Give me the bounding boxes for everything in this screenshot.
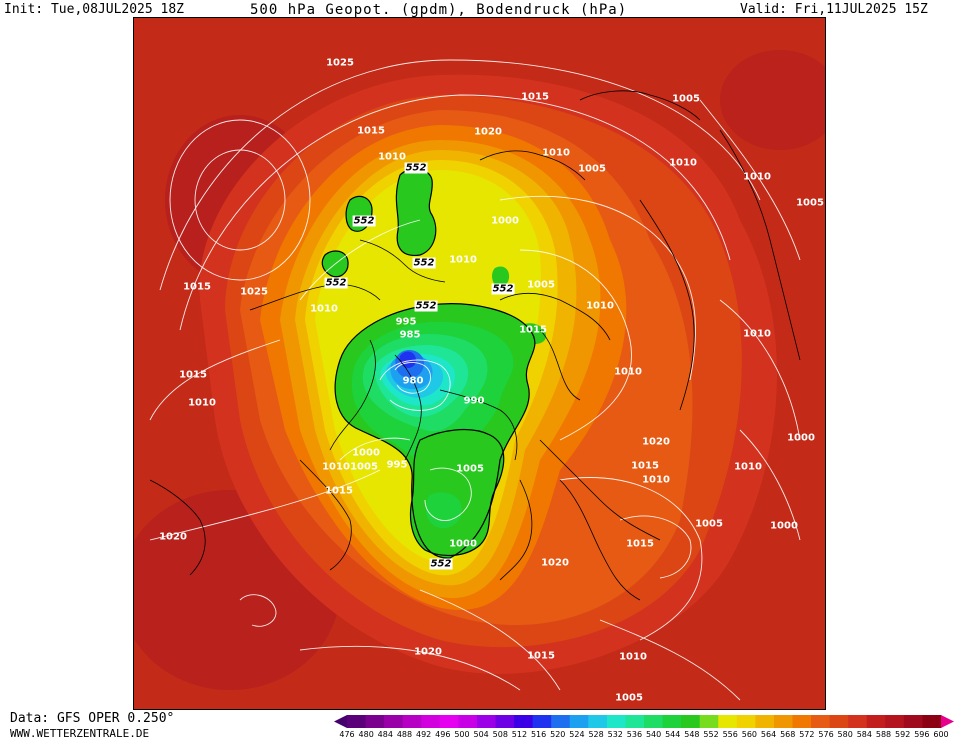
colorbar-tick-label: 564 <box>760 730 777 739</box>
colorbar-swatch <box>866 715 886 728</box>
colorbar-swatch <box>588 715 608 728</box>
colorbar-tick-label: 544 <box>665 730 681 739</box>
colorbar-swatch <box>885 715 905 728</box>
coastlines <box>149 90 801 601</box>
website-label: WWW.WETTERZENTRALE.DE <box>10 727 150 740</box>
colorbar-tick-label: 568 <box>780 730 796 739</box>
colorbar-swatch <box>792 715 812 728</box>
chart-title: 500 hPa Geopot. (gpdm), Bodendruck (hPa) <box>250 2 628 18</box>
colorbar-swatch <box>699 715 719 728</box>
colorbar-swatch <box>681 715 701 728</box>
colorbar-tick-label: 592 <box>895 730 911 739</box>
data-source-label: Data: GFS OPER 0.250° <box>10 711 175 726</box>
colorbar-tick-label: 556 <box>722 730 738 739</box>
colorbar-tick-label: 496 <box>435 730 451 739</box>
colorbar-tick-label: 512 <box>511 730 528 739</box>
colorbar-swatch <box>402 715 422 728</box>
colorbar-swatch <box>384 715 404 728</box>
field-band-552-island-4 <box>492 266 510 288</box>
contour-552-island-3 <box>321 250 349 278</box>
colorbar-tick-label: 480 <box>358 730 374 739</box>
valid-time-label: Valid: Fri,11JUL2025 15Z <box>740 2 928 17</box>
colorbar-swatch <box>922 715 942 728</box>
colorbar-tick-label: 528 <box>588 730 604 739</box>
colorbar-tick-label: 492 <box>416 730 432 739</box>
colorbar-tick-label: 596 <box>914 730 930 739</box>
colorbar-tick-label: 508 <box>492 730 508 739</box>
contour-552-south <box>409 429 505 556</box>
colorbar-tick-label: 504 <box>473 730 489 739</box>
colorbar-tick-label: 488 <box>396 730 413 739</box>
colorbar-tick-label: 580 <box>837 730 853 739</box>
colorbar-tick-label: 572 <box>799 730 815 739</box>
colorbar-swatch <box>718 715 738 728</box>
colorbar-max-arrow <box>941 715 954 728</box>
colorbar-tick-label: 500 <box>454 730 470 739</box>
colorbar-tick-label: 584 <box>856 730 872 739</box>
colorbar-tick-label: 520 <box>550 730 566 739</box>
colorbar-swatch <box>347 715 367 728</box>
colorbar-swatch <box>662 715 682 728</box>
colorbar-swatch <box>625 715 645 728</box>
colorbar-tick-label: 560 <box>741 730 758 739</box>
colorbar-swatch <box>606 715 626 728</box>
colorbar-tick-label: 536 <box>626 730 643 739</box>
colorbar-tick-label: 548 <box>684 730 700 739</box>
geopotential-map <box>134 18 825 709</box>
colorbar-swatch <box>811 715 831 728</box>
colorbar-swatch <box>421 715 441 728</box>
contour-552-island-2 <box>345 195 373 232</box>
colorbar-tick-label: 516 <box>530 730 547 739</box>
colorbar-tick-label: 600 <box>933 730 949 739</box>
colorbar-swatch <box>365 715 385 728</box>
colorbar-swatch <box>514 715 534 728</box>
colorbar-tick-label: 552 <box>703 730 719 739</box>
isobar-lines <box>149 59 801 701</box>
colorbar-swatch <box>848 715 868 728</box>
colorbar-swatch <box>773 715 793 728</box>
colorbar-swatch <box>476 715 496 728</box>
colorbar-swatch <box>736 715 756 728</box>
colorbar-legend: 476 480 484 488 492 496 500 504 508 512 516 520 524 5… <box>333 713 955 741</box>
colorbar-swatch <box>458 715 478 728</box>
colorbar-swatch <box>903 715 923 728</box>
colorbar-swatch <box>569 715 589 728</box>
colorbar-tick-label: 484 <box>377 730 393 739</box>
contour-552-main <box>334 303 536 559</box>
warm-core-northeast <box>720 50 825 150</box>
colorbar-swatches <box>334 715 954 728</box>
init-time-label: Init: Tue,08JUL2025 18Z <box>4 2 185 17</box>
colorbar-tick-label: 524 <box>569 730 585 739</box>
colorbar-tick-label: 476 <box>339 730 355 739</box>
colorbar-tick-label: 588 <box>875 730 892 739</box>
colorbar-min-arrow <box>334 715 347 728</box>
colorbar-tick-label: 540 <box>645 730 662 739</box>
field-band-552-island-1 <box>396 168 436 256</box>
colorbar-swatch <box>495 715 515 728</box>
colorbar-swatch <box>755 715 775 728</box>
map-panel: 1025 1015 1005 1015 1020 1010 1010 1010 1005 1010… <box>133 17 826 710</box>
colorbar-swatch <box>644 715 664 728</box>
colorbar-tick-label: 576 <box>818 730 834 739</box>
colorbar-swatch <box>532 715 552 728</box>
colorbar-swatch <box>551 715 571 728</box>
contour-552-island-1 <box>395 168 437 257</box>
colorbar-tick-label: 532 <box>607 730 623 739</box>
colorbar-swatch <box>829 715 849 728</box>
colorbar-swatch <box>439 715 459 728</box>
